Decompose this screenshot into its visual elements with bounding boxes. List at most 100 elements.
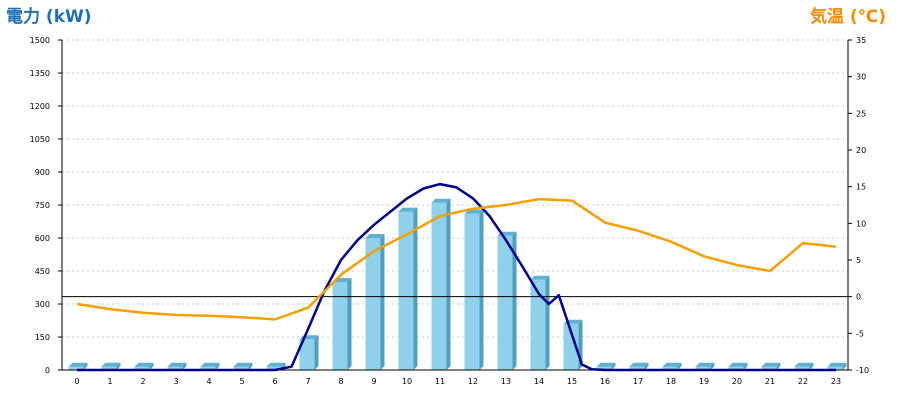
bar-top: [827, 362, 847, 367]
right-tick-label: 30: [856, 73, 866, 82]
power-bar: [233, 362, 253, 370]
x-tick-label: 8: [338, 377, 343, 386]
x-tick-label: 14: [534, 377, 544, 386]
power-bar: [68, 362, 88, 370]
bar-top: [761, 362, 781, 367]
bar-side: [545, 275, 550, 370]
bar-front: [266, 366, 282, 370]
right-tick-label: 25: [856, 109, 866, 118]
bar-side: [380, 234, 385, 370]
bar-side: [677, 362, 682, 370]
x-tick-label: 11: [435, 377, 445, 386]
x-tick-label: 23: [831, 377, 841, 386]
right-tick-label: 5: [856, 256, 861, 265]
bar-side: [314, 335, 319, 370]
right-tick-label: -5: [856, 329, 864, 338]
x-tick-label: 18: [666, 377, 676, 386]
bar-front: [530, 279, 546, 370]
temperature-line: [76, 197, 837, 321]
bar-front: [827, 366, 843, 370]
power-bar: [596, 362, 616, 370]
bar-side: [182, 362, 187, 370]
bar-side: [809, 362, 814, 370]
bar-top: [398, 207, 418, 212]
right-tick-label: 15: [856, 183, 866, 192]
x-tick-label: 6: [272, 377, 277, 386]
left-tick-label: 0: [45, 366, 50, 375]
power-bar: [134, 362, 154, 370]
bar-side: [512, 231, 517, 370]
bar-front: [167, 366, 183, 370]
x-tick-label: 20: [732, 377, 742, 386]
bar-top: [167, 362, 187, 367]
bar-side: [710, 362, 715, 370]
bar-side: [611, 362, 616, 370]
x-tick-label: 17: [633, 377, 643, 386]
x-tick-label: 9: [371, 377, 376, 386]
bar-front: [431, 202, 447, 370]
power-bar: [464, 209, 484, 370]
bar-front: [365, 238, 381, 370]
left-tick-label: 1050: [30, 135, 50, 144]
bar-side: [644, 362, 649, 370]
bar-top: [695, 362, 715, 367]
power-bar: [200, 362, 220, 370]
bar-top: [596, 362, 616, 367]
tick-labels: 01503004506007509001050120013501500-10-5…: [30, 36, 869, 386]
x-tick-label: 13: [501, 377, 511, 386]
left-tick-label: 1200: [30, 102, 50, 111]
left-tick-label: 150: [35, 333, 50, 342]
bar-side: [347, 278, 352, 370]
x-tick-label: 2: [140, 377, 145, 386]
bar-front: [200, 366, 216, 370]
x-tick-label: 5: [239, 377, 244, 386]
bar-side: [149, 362, 154, 370]
power-bar: [332, 278, 352, 370]
gridlines: [62, 39, 848, 338]
bar-top: [662, 362, 682, 367]
bar-side: [743, 362, 748, 370]
power-bar: [563, 319, 583, 370]
bar-top: [728, 362, 748, 367]
bar-top: [530, 275, 550, 280]
bar-front: [134, 366, 150, 370]
bar-front: [629, 366, 645, 370]
bar-top: [431, 198, 451, 203]
bar-front: [332, 282, 348, 370]
bar-front: [596, 366, 612, 370]
bar-side: [842, 362, 847, 370]
power-bar: [167, 362, 187, 370]
power-bar: [695, 362, 715, 370]
bar-side: [413, 207, 418, 370]
power-bar: [728, 362, 748, 370]
x-tick-label: 12: [468, 377, 478, 386]
power-bar: [101, 362, 121, 370]
left-axis-title: 電力 (kW): [6, 7, 92, 27]
bar-front: [695, 366, 711, 370]
bar-front: [299, 339, 315, 370]
x-tick-label: 7: [305, 377, 310, 386]
bar-front: [101, 366, 117, 370]
power-bar: [827, 362, 847, 370]
right-tick-label: 10: [856, 219, 866, 228]
bar-front: [563, 323, 579, 370]
bar-side: [776, 362, 781, 370]
bar-front: [464, 213, 480, 370]
left-tick-label: 600: [35, 234, 50, 243]
bar-top: [233, 362, 253, 367]
bar-top: [200, 362, 220, 367]
left-tick-label: 750: [35, 201, 50, 210]
left-tick-label: 300: [35, 300, 50, 309]
x-tick-label: 3: [173, 377, 178, 386]
bar-front: [233, 366, 249, 370]
bar-top: [266, 362, 286, 367]
power-bar: [365, 234, 385, 370]
x-tick-label: 22: [798, 377, 808, 386]
bar-top: [794, 362, 814, 367]
left-tick-label: 450: [35, 267, 50, 276]
x-tick-label: 10: [402, 377, 412, 386]
x-tick-label: 15: [567, 377, 577, 386]
bar-top: [101, 362, 121, 367]
bar-side: [83, 362, 88, 370]
